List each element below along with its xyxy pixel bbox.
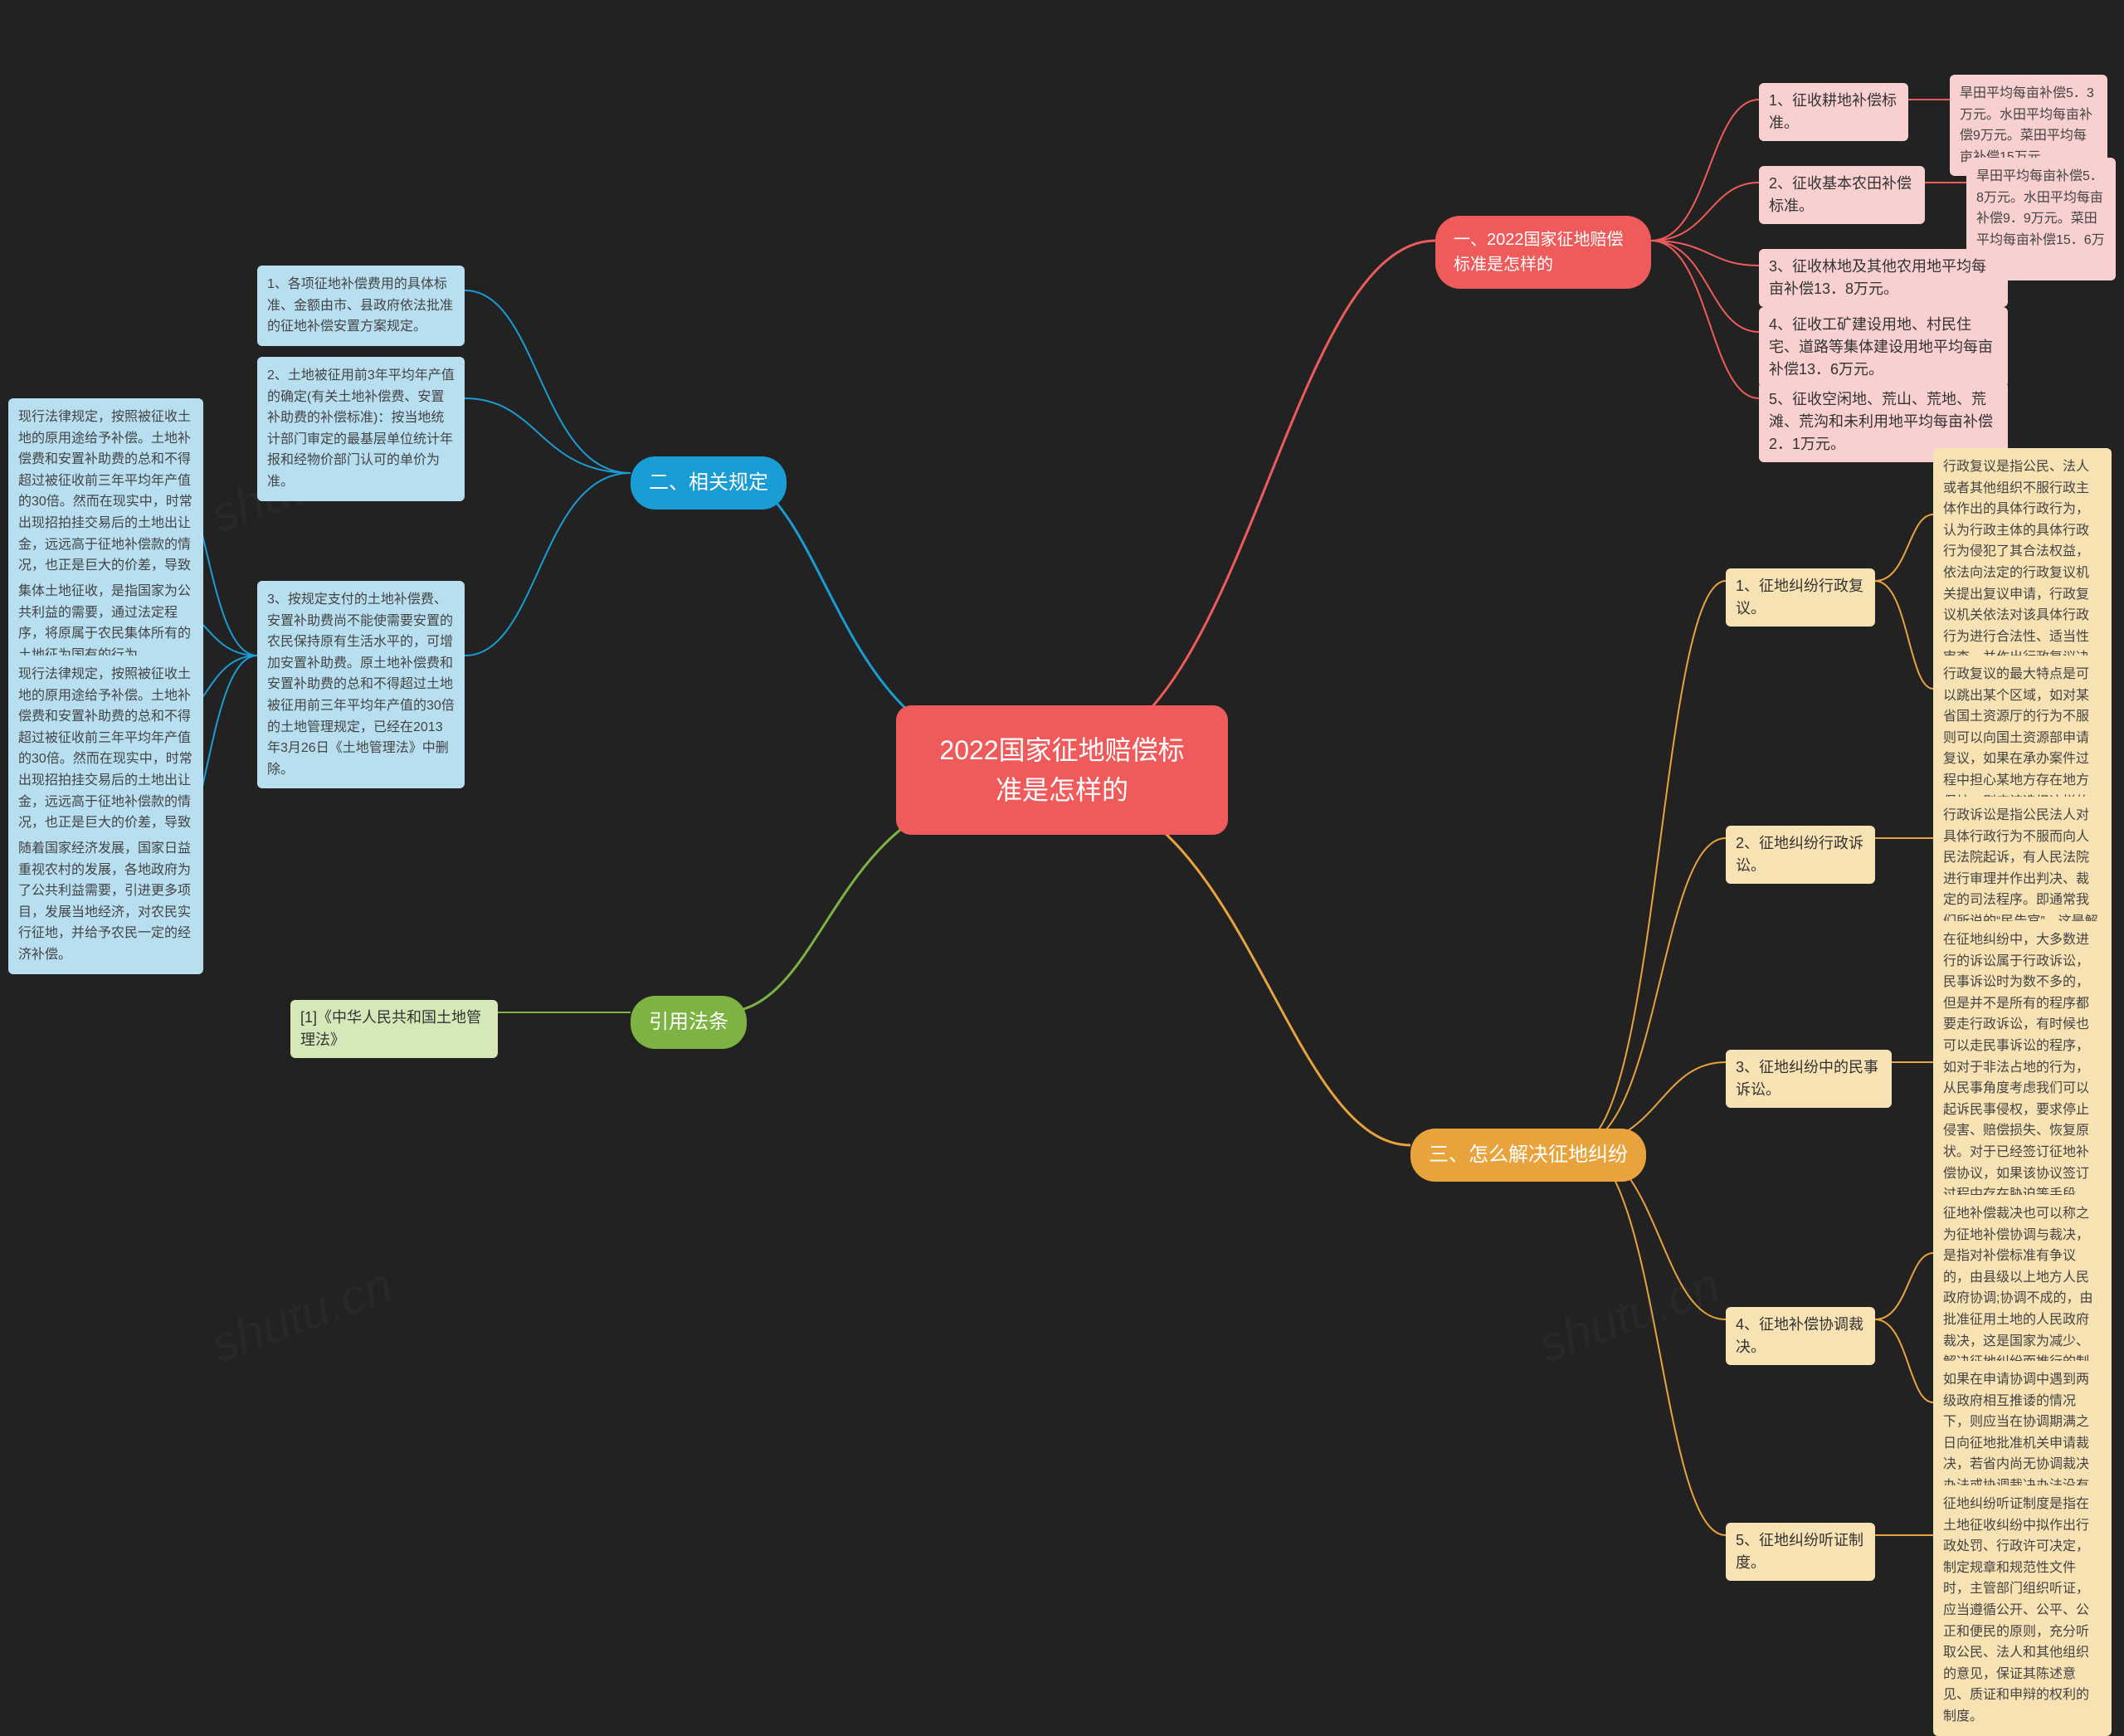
branch-2: 二、相关规定	[631, 456, 787, 510]
b2-sub-3: 3、按规定支付的土地补偿费、安置补助费尚不能使需要安置的农民保持原有生活水平的，…	[257, 581, 465, 788]
watermark: shutu.cn	[1531, 1256, 1727, 1373]
b2-leaf-4: 随着国家经济发展，国家日益重视农村的发展，各地政府为了公共利益需要，引进更多项目…	[8, 830, 203, 974]
b3-sub-5-d1: 征地纠纷听证制度是指在土地征收纠纷中拟作出行政处罚、行政许可决定，制定规章和规范…	[1933, 1485, 2112, 1736]
b2-sub-1: 1、各项征地补偿费用的具体标准、金额由市、县政府依法批准的征地补偿安置方案规定。	[257, 266, 465, 346]
watermark: shutu.cn	[203, 1256, 400, 1373]
branch-4: 引用法条	[631, 996, 747, 1049]
b1-sub-3: 3、征收林地及其他农用地平均每亩补偿13．8万元。	[1759, 249, 2008, 307]
b3-sub-5: 5、征地纠纷听证制度。	[1726, 1523, 1875, 1581]
b3-sub-1: 1、征地纠纷行政复议。	[1726, 568, 1875, 627]
b4-leaf: [1]《中华人民共和国土地管理法》	[290, 1000, 498, 1058]
b2-sub-2: 2、土地被征用前3年平均年产值的确定(有关土地补偿费、安置补助费的补偿标准)：按…	[257, 357, 465, 501]
b3-sub-4: 4、征地补偿协调裁决。	[1726, 1307, 1875, 1365]
b3-sub-3: 3、征地纠纷中的民事诉讼。	[1726, 1050, 1892, 1108]
root-node: 2022国家征地赔偿标准是怎样的	[896, 705, 1228, 835]
b1-sub-2: 2、征收基本农田补偿标准。	[1759, 166, 1925, 224]
branch-3: 三、怎么解决征地纠纷	[1410, 1129, 1646, 1182]
b3-sub-2: 2、征地纠纷行政诉讼。	[1726, 826, 1875, 884]
branch-1: 一、2022国家征地赔偿标准是怎样的	[1435, 216, 1651, 289]
b1-sub-4: 4、征收工矿建设用地、村民住宅、道路等集体建设用地平均每亩补偿13．6万元。	[1759, 307, 2008, 388]
b1-sub-1: 1、征收耕地补偿标准。	[1759, 83, 1908, 141]
